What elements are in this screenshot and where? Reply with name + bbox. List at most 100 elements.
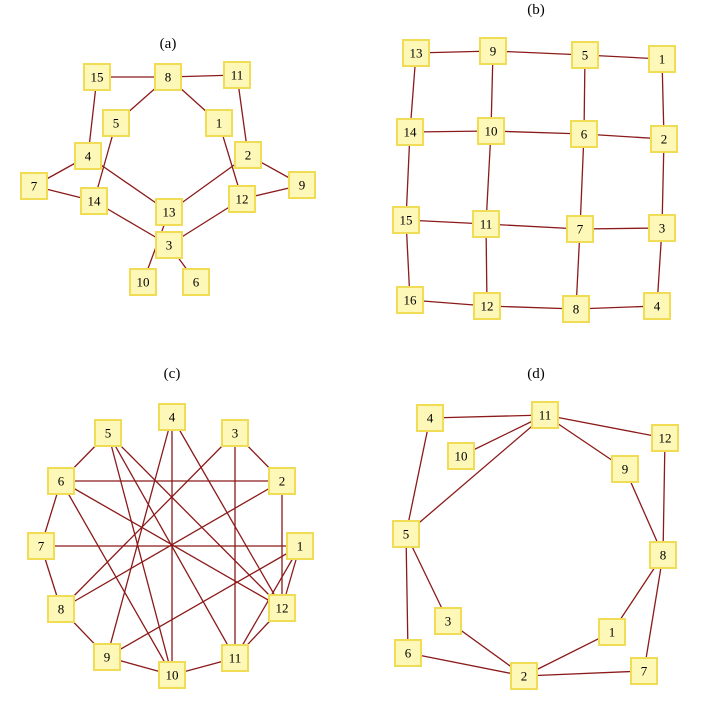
node-label: 11 [539, 408, 552, 423]
node-label: 10 [166, 668, 179, 683]
node-box [570, 120, 598, 148]
node-box [447, 442, 475, 470]
node-10: 10 [447, 442, 475, 470]
node-box [473, 292, 501, 320]
node-box [392, 520, 420, 548]
node-box [221, 644, 249, 672]
node-label: 9 [490, 44, 497, 59]
node-label: 13 [410, 46, 423, 61]
node-8: 8 [649, 541, 677, 569]
node-label: 1 [609, 625, 616, 640]
edge-6-10 [60, 480, 173, 676]
panel-c-label: (c) [164, 366, 181, 382]
node-box [158, 661, 186, 689]
node-box [598, 618, 626, 646]
node-11: 11 [531, 401, 559, 429]
node-3: 3 [648, 214, 676, 242]
node-label: 1 [297, 539, 304, 554]
node-box [268, 467, 296, 495]
node-label: 4 [169, 410, 176, 425]
node-label: 12 [659, 431, 672, 446]
node-label: 2 [279, 474, 286, 489]
edge-10-11 [485, 130, 492, 225]
node-12: 12 [268, 594, 296, 622]
node-label: 4 [427, 411, 434, 426]
node-box [650, 125, 678, 153]
node-12: 12 [651, 424, 679, 452]
node-box [27, 532, 55, 560]
node-2: 2 [268, 467, 296, 495]
node-label: 12 [276, 601, 289, 616]
node-label: 9 [104, 650, 111, 665]
node-label: 1 [659, 52, 666, 67]
node-label: 6 [58, 474, 65, 489]
node-label: 4 [654, 299, 661, 314]
node-box [416, 404, 444, 432]
node-3: 3 [434, 607, 462, 635]
node-label: 2 [661, 132, 668, 147]
node-box [396, 118, 424, 146]
node-box [434, 607, 462, 635]
node-4: 4 [416, 404, 444, 432]
node-7: 7 [566, 215, 594, 243]
edge-8-2 [60, 480, 283, 610]
node-box [479, 37, 507, 65]
edge-9-5 [492, 50, 586, 56]
node-box [648, 45, 676, 73]
node-box [228, 185, 256, 213]
node-label: 6 [405, 646, 412, 661]
edge-12-4 [171, 416, 283, 609]
node-label: 15 [400, 213, 413, 228]
node-box [510, 662, 538, 690]
node-label: 2 [521, 669, 528, 684]
node-box [74, 142, 102, 170]
node-2: 2 [650, 125, 678, 153]
node-box [643, 292, 671, 320]
node-11: 11 [472, 210, 500, 238]
node-label: 3 [232, 426, 239, 441]
node-label: 13 [163, 205, 176, 220]
node-label: 2 [245, 148, 252, 163]
node-box [630, 657, 658, 685]
node-5: 5 [571, 41, 599, 69]
node-8: 8 [47, 595, 75, 623]
edge-11-7 [485, 223, 581, 230]
node-box [611, 455, 639, 483]
node-box [158, 403, 186, 431]
panel-b-label: (b) [527, 2, 545, 18]
node-16: 16 [396, 286, 424, 314]
node-5: 5 [94, 419, 122, 447]
node-1: 1 [286, 532, 314, 560]
node-label: 10 [485, 124, 498, 139]
node-13: 13 [402, 39, 430, 67]
edge-14-15 [405, 131, 411, 221]
panel-d-label: (d) [527, 366, 545, 382]
node-label: 7 [31, 179, 38, 194]
edge-12-8 [486, 305, 577, 310]
panel-b-edges [405, 50, 665, 310]
edge-11-1 [234, 545, 301, 659]
edge-8-7 [643, 554, 664, 672]
edge-5-3 [405, 533, 449, 622]
node-label: 5 [403, 527, 410, 542]
node-11: 11 [223, 61, 251, 89]
node-14: 14 [396, 118, 424, 146]
edge-12-8 [662, 437, 666, 556]
edge-6-2 [407, 652, 525, 677]
node-label: 1 [216, 116, 223, 131]
node-4: 4 [74, 142, 102, 170]
node-label: 11 [231, 68, 244, 83]
edge-2-7 [523, 670, 645, 677]
node-label: 15 [91, 70, 104, 85]
node-label: 5 [582, 48, 589, 63]
node-box [472, 210, 500, 238]
node-9: 9 [611, 455, 639, 483]
node-box [531, 401, 559, 429]
node-box [205, 109, 233, 137]
node-label: 10 [455, 449, 468, 464]
panel-a-label: (a) [160, 36, 177, 52]
